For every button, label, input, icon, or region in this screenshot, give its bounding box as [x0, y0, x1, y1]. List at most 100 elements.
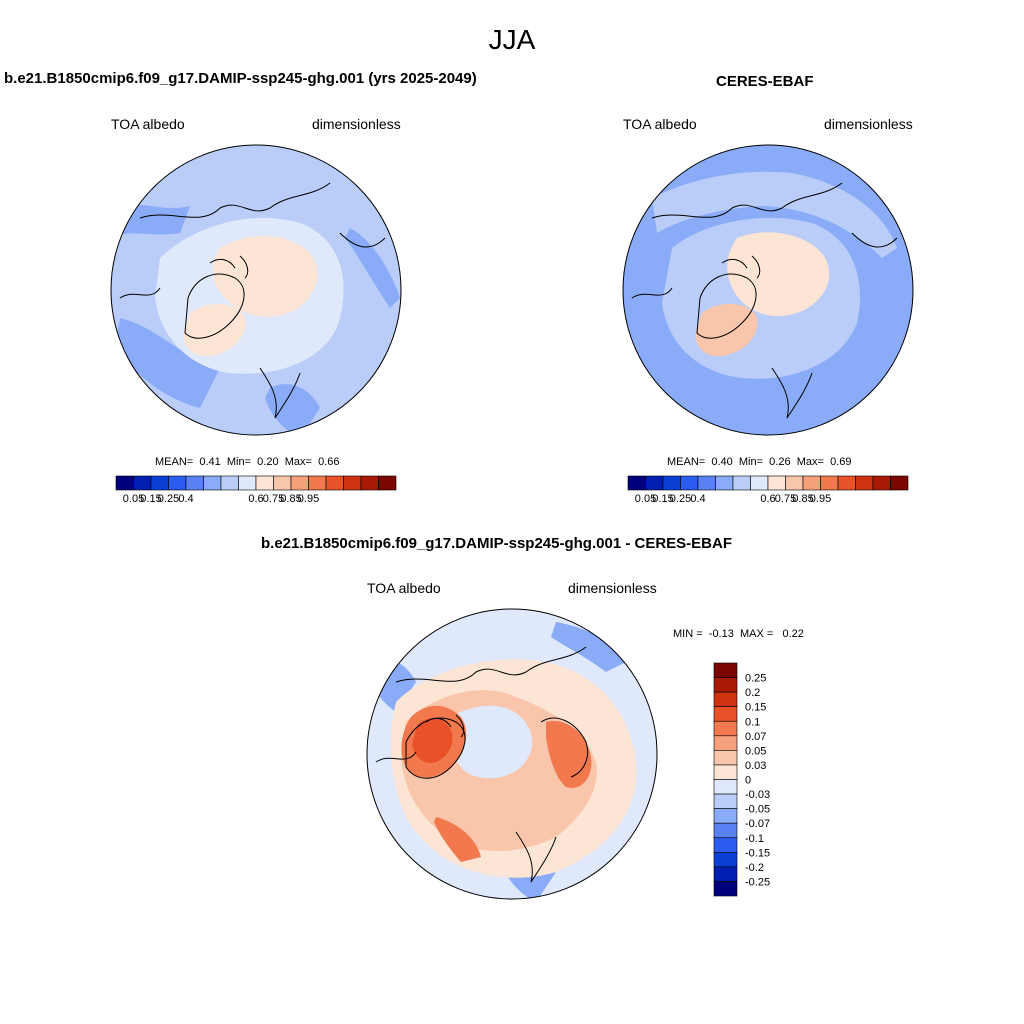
diff-coastlines [375, 646, 589, 883]
model-colorbar-tick-label: 0.75 [263, 493, 284, 505]
diff-panel-title: b.e21.B1850cmip6.f09_g17.DAMIP-ssp245-gh… [261, 535, 732, 552]
diff-min-label: MIN = [673, 628, 703, 640]
diff-colorbar-box [713, 677, 738, 693]
diff-colorbar-tick-label: -0.1 [745, 833, 764, 845]
model-colorbar-box [308, 475, 327, 491]
model-units-label: dimensionless [312, 116, 401, 132]
model-min-value: 0.20 [257, 456, 279, 468]
obs-colorbar-tick-label: 0.15 [652, 493, 673, 505]
diff-colorbar-box [713, 764, 738, 780]
diff-colorbar-tick-label: 0 [745, 775, 751, 787]
obs-colorbar-box [715, 475, 734, 491]
model-colorbar-box [273, 475, 292, 491]
diff-min-value: -0.13 [708, 628, 734, 640]
diff-colorbar-tick-label: -0.25 [745, 876, 770, 888]
diff-colorbar-box [713, 735, 738, 751]
obs-colorbar-box [645, 475, 664, 491]
obs-colorbar: 0.050.150.25 0.4 0.6 0.750.850.95 [627, 475, 909, 505]
obs-colorbar-tick-label: 0.85 [792, 493, 813, 505]
model-colorbar-box [238, 475, 257, 491]
obs-colorbar-box [802, 475, 821, 491]
model-max-value: 0.66 [318, 456, 340, 468]
obs-polar-map [622, 144, 914, 436]
diff-colorbar-box [713, 837, 738, 853]
obs-colorbar-box [662, 475, 681, 491]
diff-colorbar-tick-label: 0.03 [745, 760, 766, 772]
model-colorbar-box [185, 475, 204, 491]
diff-colorbar-tick-label: 0.05 [745, 745, 766, 757]
diff-polar-map [366, 608, 658, 900]
obs-colorbar-box [855, 475, 874, 491]
diff-colorbar-tick-label: -0.07 [745, 818, 770, 830]
diff-colorbar-box [713, 706, 738, 722]
diff-colorbar-tick-label: 0.25 [745, 673, 766, 685]
diff-colorbar-box [713, 866, 738, 882]
diff-colorbar-tick-label: -0.2 [745, 862, 764, 874]
model-colorbar-box [150, 475, 169, 491]
diff-colorbar-tick-label: -0.15 [745, 847, 770, 859]
obs-min-value: 0.26 [769, 456, 791, 468]
model-colorbar-box [290, 475, 309, 491]
model-colorbar-box [360, 475, 379, 491]
model-colorbar-box [378, 475, 397, 491]
diff-max-label: MAX = [739, 628, 774, 640]
obs-max-label: Max= [796, 456, 824, 468]
obs-min-label: Min= [738, 456, 764, 468]
diff-colorbar-box [713, 822, 738, 839]
diff-variable-label: TOA albedo [367, 580, 441, 596]
obs-coastlines [631, 182, 898, 419]
obs-variable-label: TOA albedo [623, 116, 697, 132]
obs-colorbar-tick-label: 0.05 [635, 493, 656, 505]
obs-units-label: dimensionless [824, 116, 913, 132]
diff-colorbar-box [713, 691, 738, 707]
diff-colorbar: 0.25 0.2 0.15 0.1 0.07 0.05 0.03 0 -0.03 -0.05 -0.… [713, 662, 770, 897]
diff-units-label: dimensionless [568, 580, 657, 596]
season-title: JJA [488, 24, 536, 55]
model-colorbar-box [325, 475, 344, 491]
diff-map-border [366, 608, 658, 900]
obs-colorbar-box [890, 475, 909, 491]
obs-panel-title: CERES-EBAF [716, 73, 814, 90]
model-colorbar-box [343, 475, 362, 491]
model-colorbar-tick-label: 0.05 [123, 493, 144, 505]
diff-colorbar-tick-label: 0.2 [745, 687, 760, 699]
obs-colorbar-box [697, 475, 716, 491]
model-coastlines [119, 182, 386, 419]
diff-map-fill [367, 609, 657, 899]
model-stats: MEAN= 0.41 Min= 0.20 Max= 0.66 [155, 456, 339, 468]
obs-colorbar-box [872, 475, 891, 491]
diff-colorbar-box [713, 881, 738, 897]
model-colorbar-box [220, 475, 239, 491]
obs-colorbar-box [750, 475, 769, 491]
model-mean-value: 0.41 [199, 456, 221, 468]
obs-colorbar-tick-label: 0.25 [670, 493, 691, 505]
model-colorbar-box [115, 475, 134, 491]
model-colorbar-tick-label: 0.95 [298, 493, 319, 505]
obs-colorbar-box [767, 475, 786, 491]
model-map-border [110, 144, 402, 436]
diff-colorbar-box [713, 852, 738, 868]
obs-colorbar-box [627, 475, 646, 491]
obs-max-value: 0.69 [830, 456, 852, 468]
model-colorbar-box [168, 475, 187, 491]
model-colorbar-box [203, 475, 222, 491]
obs-colorbar-box [732, 475, 751, 491]
diff-colorbar-box [713, 750, 738, 766]
obs-map-border [622, 144, 914, 436]
obs-mean-label: MEAN= [667, 456, 706, 468]
obs-colorbar-box [820, 475, 839, 491]
obs-colorbar-box [785, 475, 804, 491]
model-colorbar-box [255, 475, 274, 491]
diff-colorbar-box [713, 720, 738, 737]
obs-colorbar-tick-label: 0.6 [760, 493, 775, 505]
model-map-fill [111, 145, 401, 435]
model-max-label: Max= [284, 456, 312, 468]
diff-colorbar-box [713, 662, 738, 678]
model-colorbar-tick-label: 0.85 [280, 493, 301, 505]
model-variable-label: TOA albedo [111, 116, 185, 132]
obs-colorbar-box [680, 475, 699, 491]
obs-colorbar-tick-label: 0.75 [775, 493, 796, 505]
model-mean-label: MEAN= [155, 456, 194, 468]
model-colorbar-box [133, 475, 152, 491]
model-colorbar-tick-label: 0.4 [178, 493, 193, 505]
